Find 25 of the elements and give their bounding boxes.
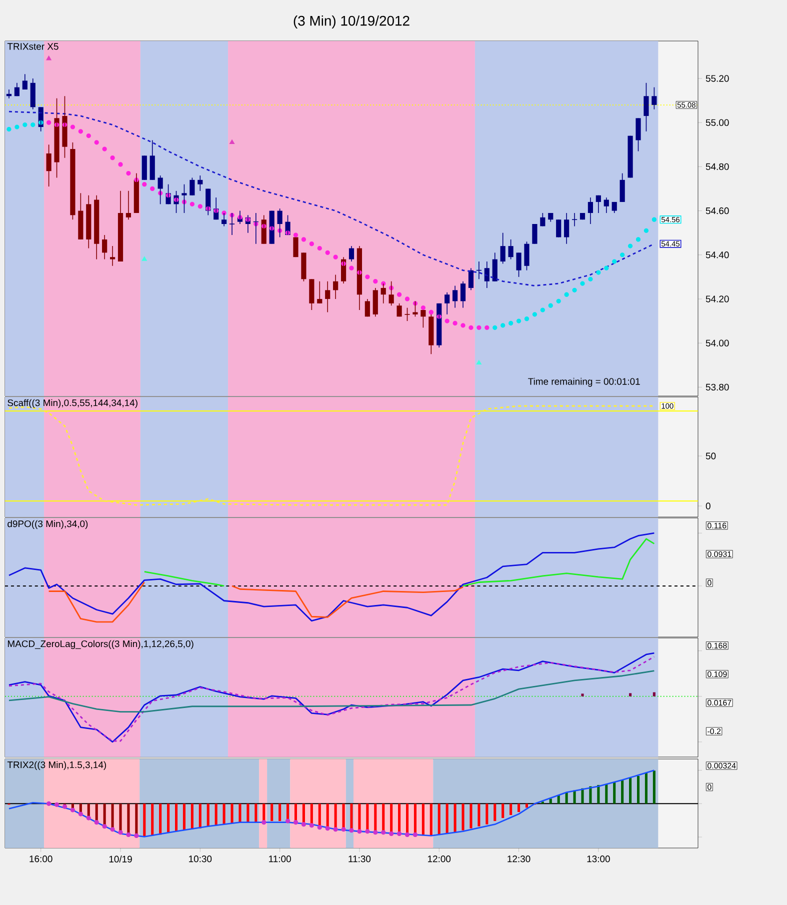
x-tick-label: 11:00 <box>269 856 291 862</box>
x-tick-label: 10/19 <box>109 856 132 862</box>
y-tick-label: 55.20 <box>706 75 729 82</box>
chart-subtitle: d9PO((3 Min),34,0) <box>8 520 88 530</box>
y-tick-label: 55.00 <box>706 119 729 126</box>
annotation: Time remaining = 00:01:01 <box>528 378 640 387</box>
x-tick-label: 10:30 <box>189 856 212 862</box>
x-tick-label: 11:30 <box>348 856 371 862</box>
chart-subtitle: TRIX2((3 Min),1.5,3,14) <box>7 761 106 770</box>
y-tick-label: 54.00 <box>706 340 729 346</box>
x-tick-label: 12:00 <box>428 856 451 862</box>
chart-subtitle: TRIXster X5 <box>7 43 58 50</box>
y-tick-label: 54.20 <box>706 296 729 302</box>
y-tick-label: 50 <box>706 452 716 460</box>
chart-title: (3 Min) 10/19/2012 <box>294 15 410 28</box>
y-tick-label: 0 <box>706 502 710 510</box>
x-tick-label: 13:00 <box>587 856 610 862</box>
y-tick-label: 54.60 <box>706 207 729 214</box>
y-tick-label: 54.80 <box>706 163 729 170</box>
x-tick-label: 12:30 <box>508 856 530 862</box>
y-tick-label: 53.80 <box>706 384 729 391</box>
chart-subtitle: Scaff((3 Min),0.5,55,144,34,14) <box>8 399 138 408</box>
x-tick-label: 16:00 <box>30 856 52 862</box>
chart-subtitle: MACD_ZeroLag_Colors((3 Min),1,12,26,5,0) <box>8 640 194 650</box>
y-tick-label: 54.40 <box>706 252 729 258</box>
